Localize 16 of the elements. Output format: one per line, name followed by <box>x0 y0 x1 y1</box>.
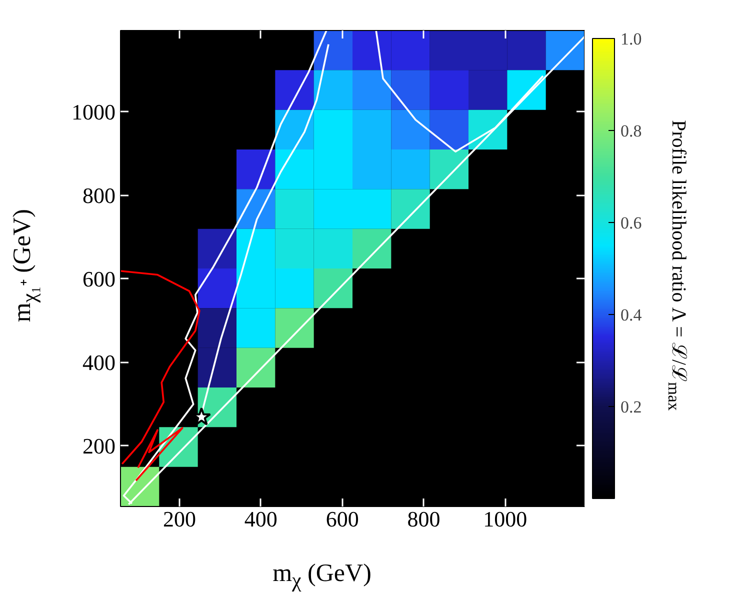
x-tick-label: 1000 <box>483 506 528 532</box>
x-tick-label: 800 <box>407 506 440 532</box>
color-bar-label: 0.2 <box>620 398 642 416</box>
color-bar-label: 0.8 <box>620 122 642 140</box>
y-tick-label: 200 <box>82 433 116 458</box>
color-bar-label: 0.6 <box>620 214 642 232</box>
x-tick-label: 600 <box>326 506 359 532</box>
color-bar-label: 0.4 <box>620 306 642 324</box>
x-tick-label: 200 <box>163 506 196 532</box>
y-tick-label: 1000 <box>72 99 116 124</box>
y-tick-label: 600 <box>82 266 116 292</box>
y-tick-label: 400 <box>82 350 116 375</box>
y-tick-label: 800 <box>82 182 116 208</box>
x-axis-title: m$_{χ}$ (GeV) <box>272 559 372 594</box>
x-tick-label: 400 <box>244 506 278 532</box>
color-bar-label: 1.0 <box>620 30 642 48</box>
